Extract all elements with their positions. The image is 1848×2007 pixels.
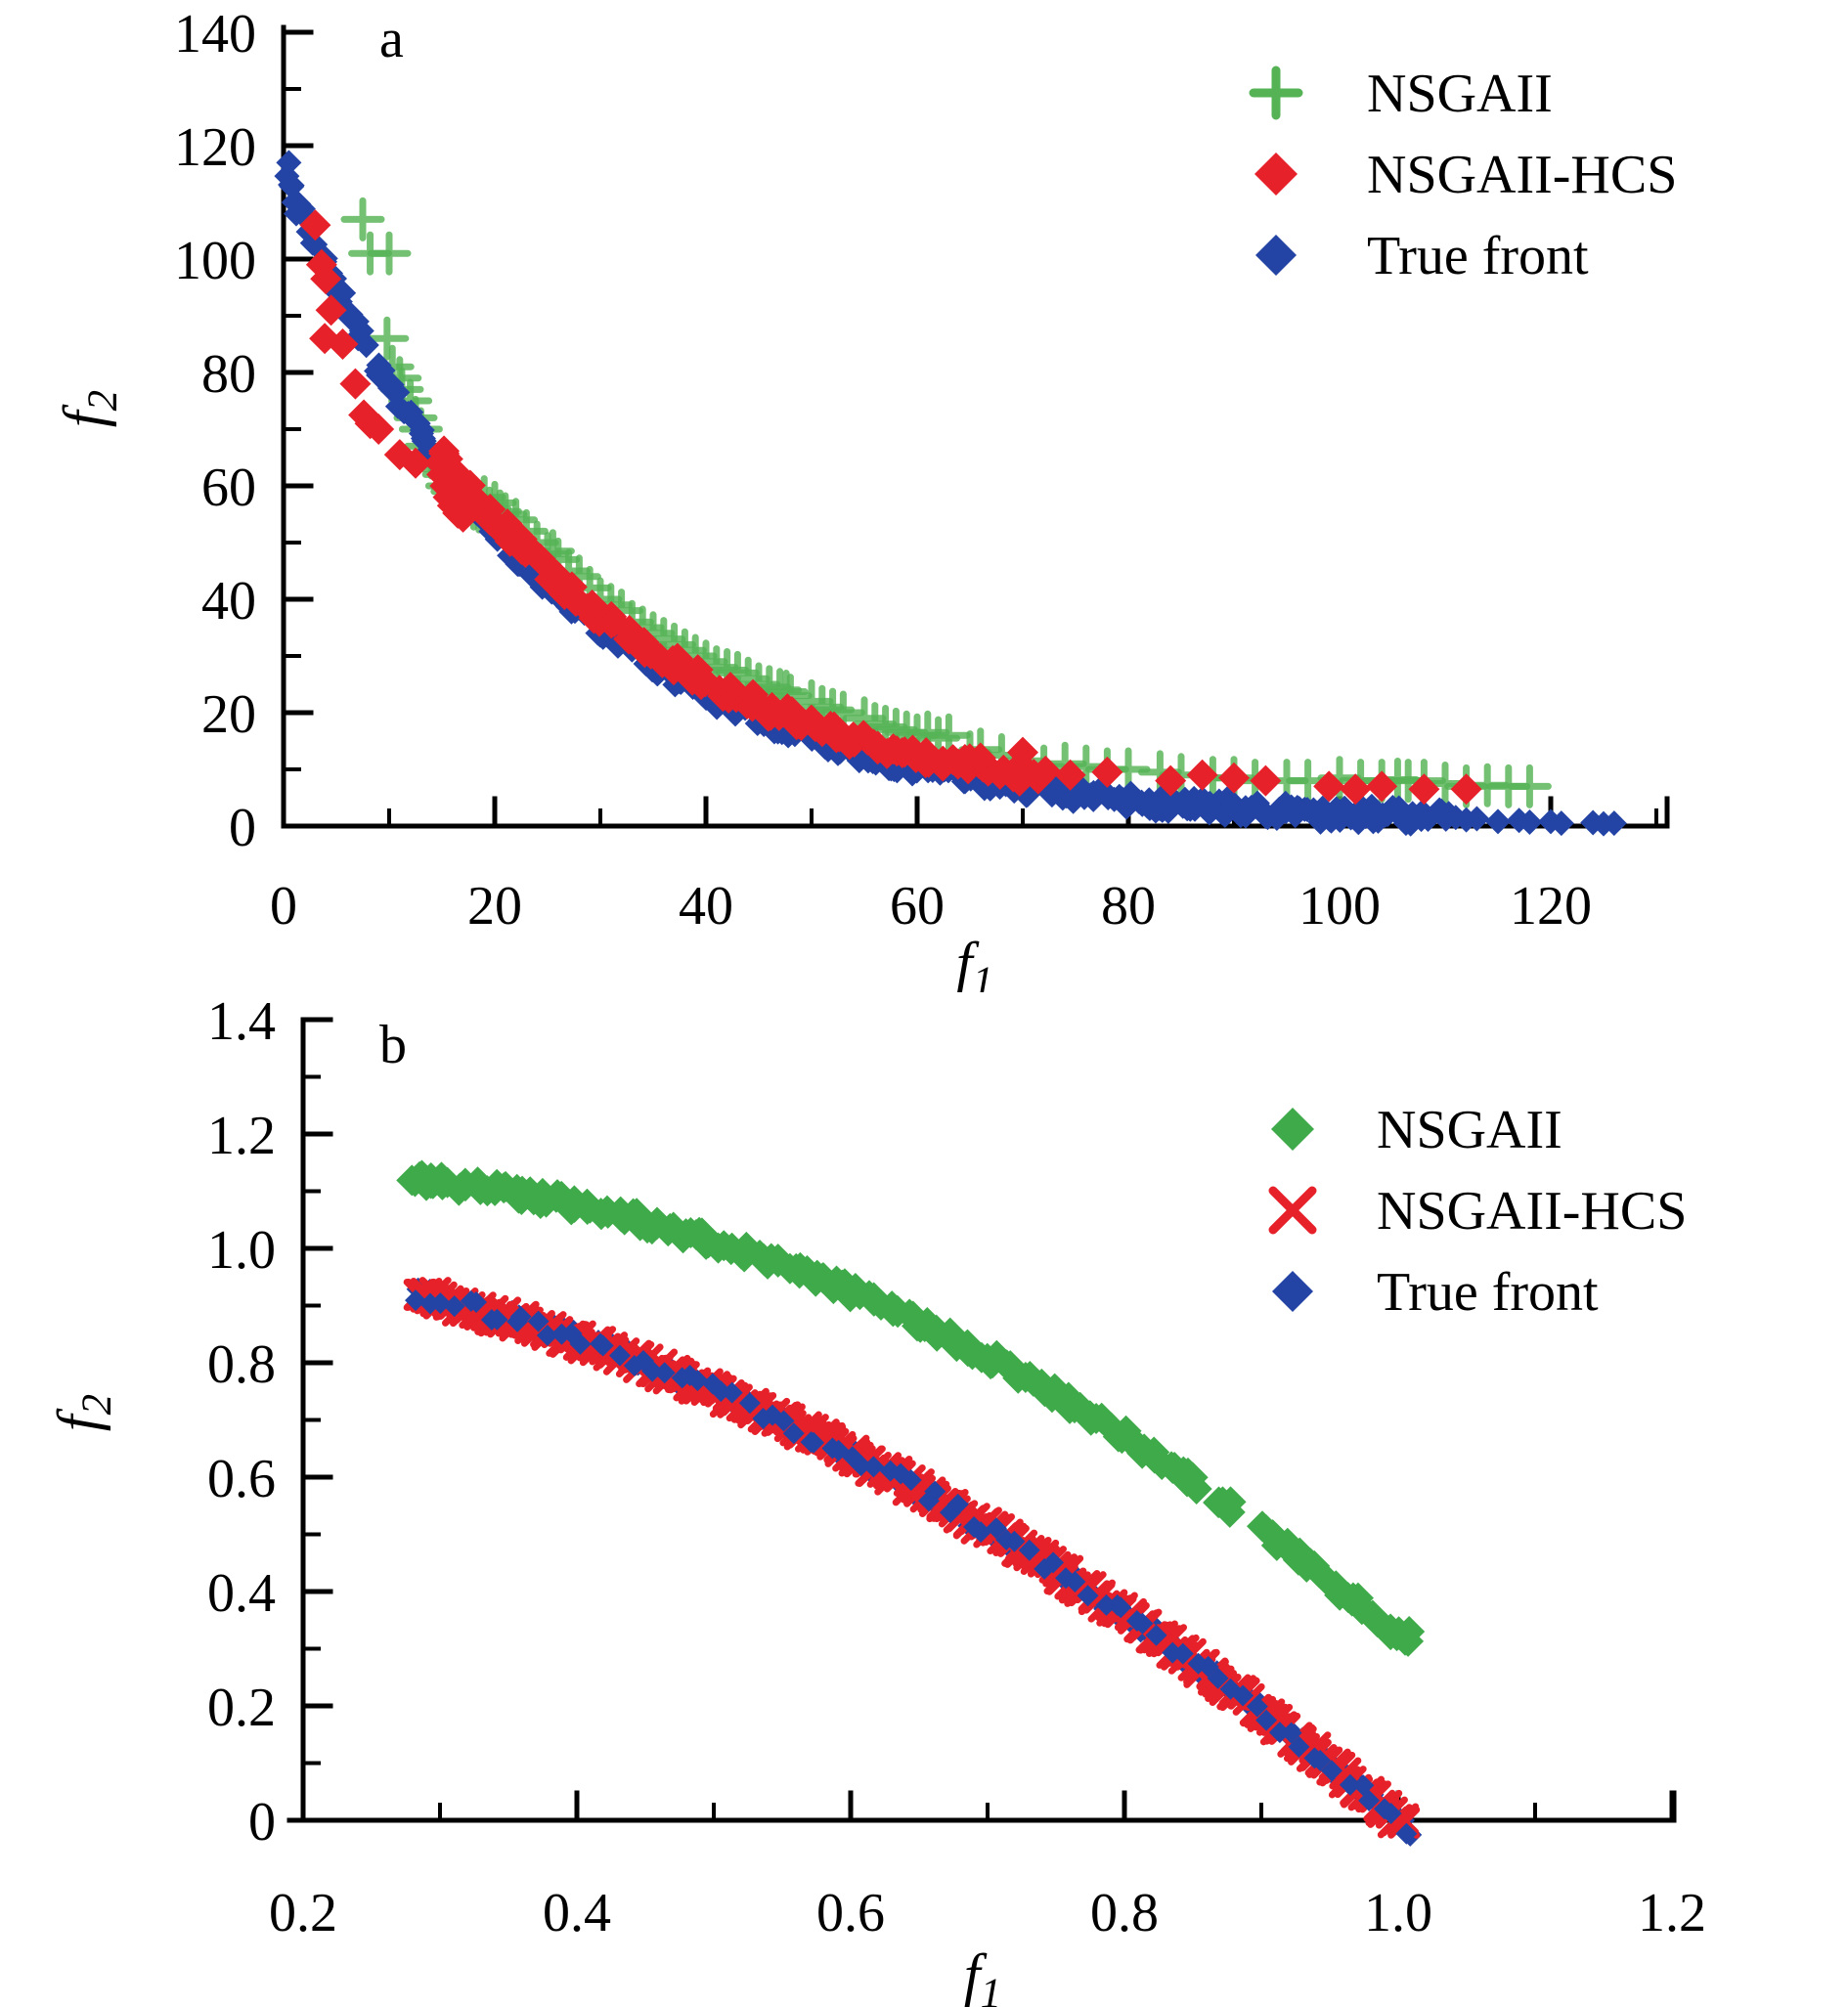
svg-text:0: 0 — [270, 876, 297, 937]
series-b-0-nsgaii — [396, 1159, 1426, 1657]
legend-label: NSGAII-HCS — [1367, 145, 1677, 205]
svg-text:80: 80 — [1101, 876, 1156, 937]
svg-text:100: 100 — [174, 231, 256, 291]
legend-label: NSGAII — [1367, 64, 1553, 124]
svg-text:20: 20 — [467, 876, 522, 937]
svg-text:0.2: 0.2 — [207, 1678, 276, 1738]
axes-b — [286, 1017, 1677, 1823]
svg-text:1.2: 1.2 — [1638, 1883, 1706, 1943]
panel-b-chart: 0.2 0.4 0.6 0.8 1.0 1.2 0 0.2 0.4 0.6 0.8 1.0 1.2 1.4… — [46, 992, 1706, 2007]
panel-a-chart: 0 20 40 60 80 100 120 0 20 40 60 80 100 120 140 f1 f2 a NS… — [52, 4, 1677, 992]
svg-text:120: 120 — [174, 117, 256, 178]
svg-text:60: 60 — [201, 458, 256, 518]
panel-letter-b: b — [379, 1015, 407, 1075]
svg-text:80: 80 — [201, 344, 256, 405]
svg-text:40: 40 — [201, 571, 256, 632]
svg-text:20: 20 — [201, 684, 256, 745]
svg-text:0.8: 0.8 — [1090, 1883, 1159, 1943]
legend-label: True front — [1367, 226, 1589, 286]
labels-a: 0 20 40 60 80 100 120 0 20 40 60 80 100 120 140 f1 f2 a — [52, 4, 1592, 992]
svg-text:0.6: 0.6 — [816, 1883, 885, 1943]
svg-text:1.0: 1.0 — [1364, 1883, 1432, 1943]
legend-marker-true-front-icon — [1255, 235, 1297, 276]
axes-a — [281, 24, 1670, 829]
svg-text:1.2: 1.2 — [207, 1106, 276, 1166]
series-a-0-nsgaii — [340, 196, 1552, 808]
svg-text:0: 0 — [248, 1792, 276, 1853]
svg-text:40: 40 — [679, 876, 733, 937]
x-axis-label-a: f1 — [956, 931, 993, 992]
legend-label: True front — [1377, 1262, 1599, 1323]
legend-marker-nsgaii-icon — [1271, 1108, 1314, 1151]
svg-text:0: 0 — [229, 798, 256, 858]
svg-text:0.2: 0.2 — [269, 1883, 337, 1943]
svg-text:100: 100 — [1298, 876, 1381, 937]
y-axis-label-b: f2 — [46, 1394, 120, 1431]
legend-marker-true-front-icon — [1272, 1271, 1313, 1312]
svg-text:1.4: 1.4 — [207, 992, 276, 1052]
labels-b: 0.2 0.4 0.6 0.8 1.0 1.2 0 0.2 0.4 0.6 0.8 1.0 1.2 1.4… — [46, 992, 1706, 2007]
legend-marker-nsgaii-icon — [1249, 65, 1303, 120]
legend-label: NSGAII — [1377, 1100, 1562, 1160]
panel-letter-a: a — [379, 9, 404, 69]
legend-b: NSGAII NSGAII-HCS True front — [1268, 1100, 1687, 1323]
svg-text:0.8: 0.8 — [207, 1334, 276, 1395]
svg-text:0.6: 0.6 — [207, 1449, 276, 1509]
svg-text:120: 120 — [1510, 876, 1592, 937]
legend-marker-nsgaii-hcs-icon — [1268, 1186, 1317, 1235]
series-b-2-nsgaii-hcs — [403, 1277, 1421, 1839]
svg-text:0.4: 0.4 — [207, 1563, 276, 1624]
legend-a: NSGAII NSGAII-HCS True front — [1249, 64, 1677, 286]
x-axis-label-b: f1 — [964, 1942, 1001, 2007]
series-b-3-true-front — [405, 1289, 1418, 1845]
y-axis-label-a: f2 — [52, 390, 126, 427]
svg-text:60: 60 — [890, 876, 945, 937]
series-a-2-nsgaii-hcs — [299, 209, 1482, 806]
svg-text:140: 140 — [174, 4, 256, 65]
legend-label: NSGAII-HCS — [1377, 1181, 1687, 1242]
legend-marker-nsgaii-hcs-icon — [1254, 153, 1298, 196]
svg-text:1.0: 1.0 — [207, 1220, 276, 1281]
series-b-1-true-front — [406, 1277, 1423, 1847]
svg-text:0.4: 0.4 — [543, 1883, 611, 1943]
